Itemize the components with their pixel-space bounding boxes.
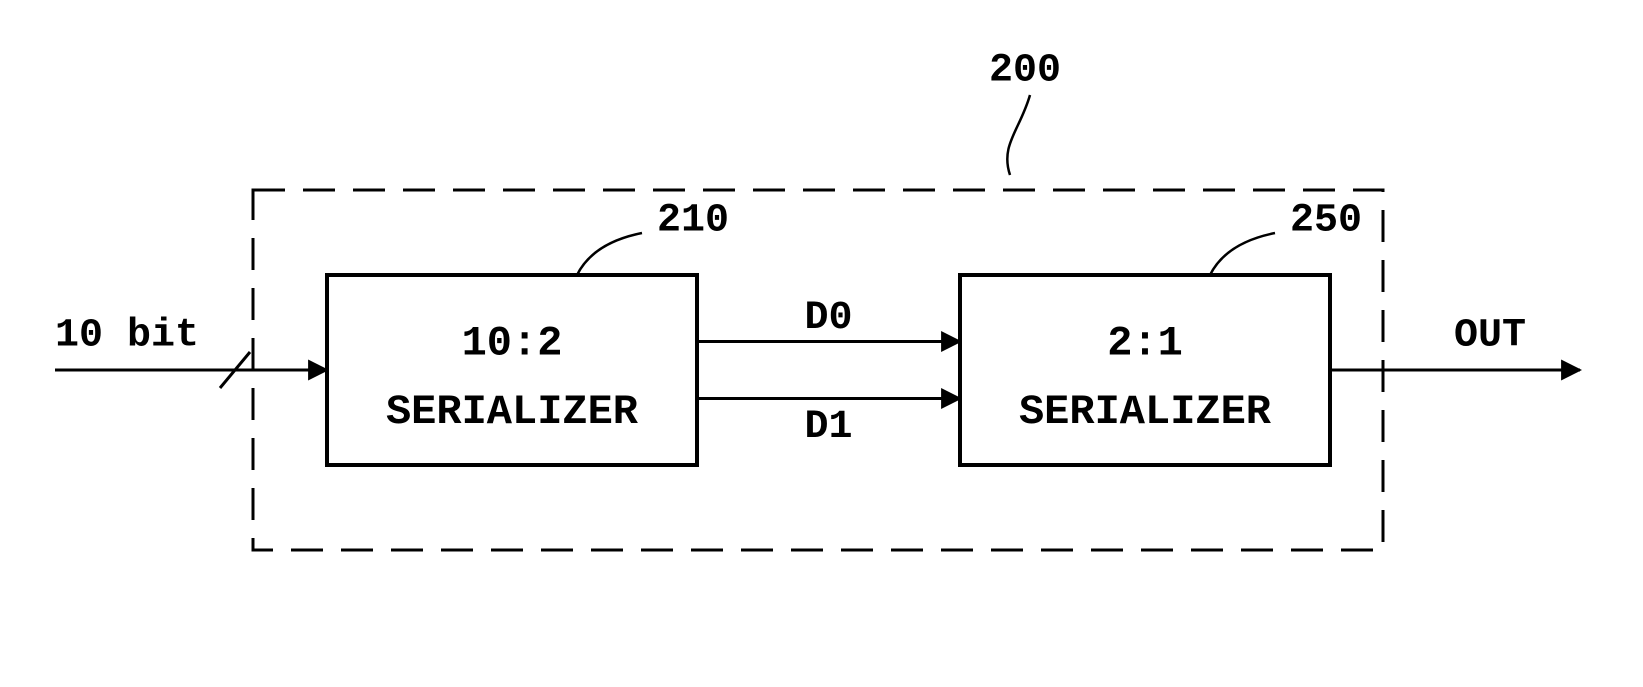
serializer-10-2-line1: 10:2 [462,319,563,367]
container-ref-lead [1007,95,1030,175]
d0-label: D0 [804,296,852,341]
serializer-2-1-line1: 2:1 [1107,319,1183,367]
serializer-10-2-ref-label: 210 [657,199,729,244]
serializer-2-1-box [960,275,1330,465]
input-label: 10 bit [55,314,199,359]
output-label: OUT [1454,314,1526,359]
serializer-2-1-line2: SERIALIZER [1019,388,1272,436]
serializer-10-2-line2: SERIALIZER [386,388,639,436]
container-ref-label: 200 [989,49,1061,94]
serializer-2-1-ref-label: 250 [1290,199,1362,244]
serializer-10-2-ref-lead [577,233,642,275]
serializer-2-1-ref-lead [1210,233,1275,275]
d1-label: D1 [804,405,852,450]
serializer-10-2-box [327,275,697,465]
container-box [253,190,1383,550]
